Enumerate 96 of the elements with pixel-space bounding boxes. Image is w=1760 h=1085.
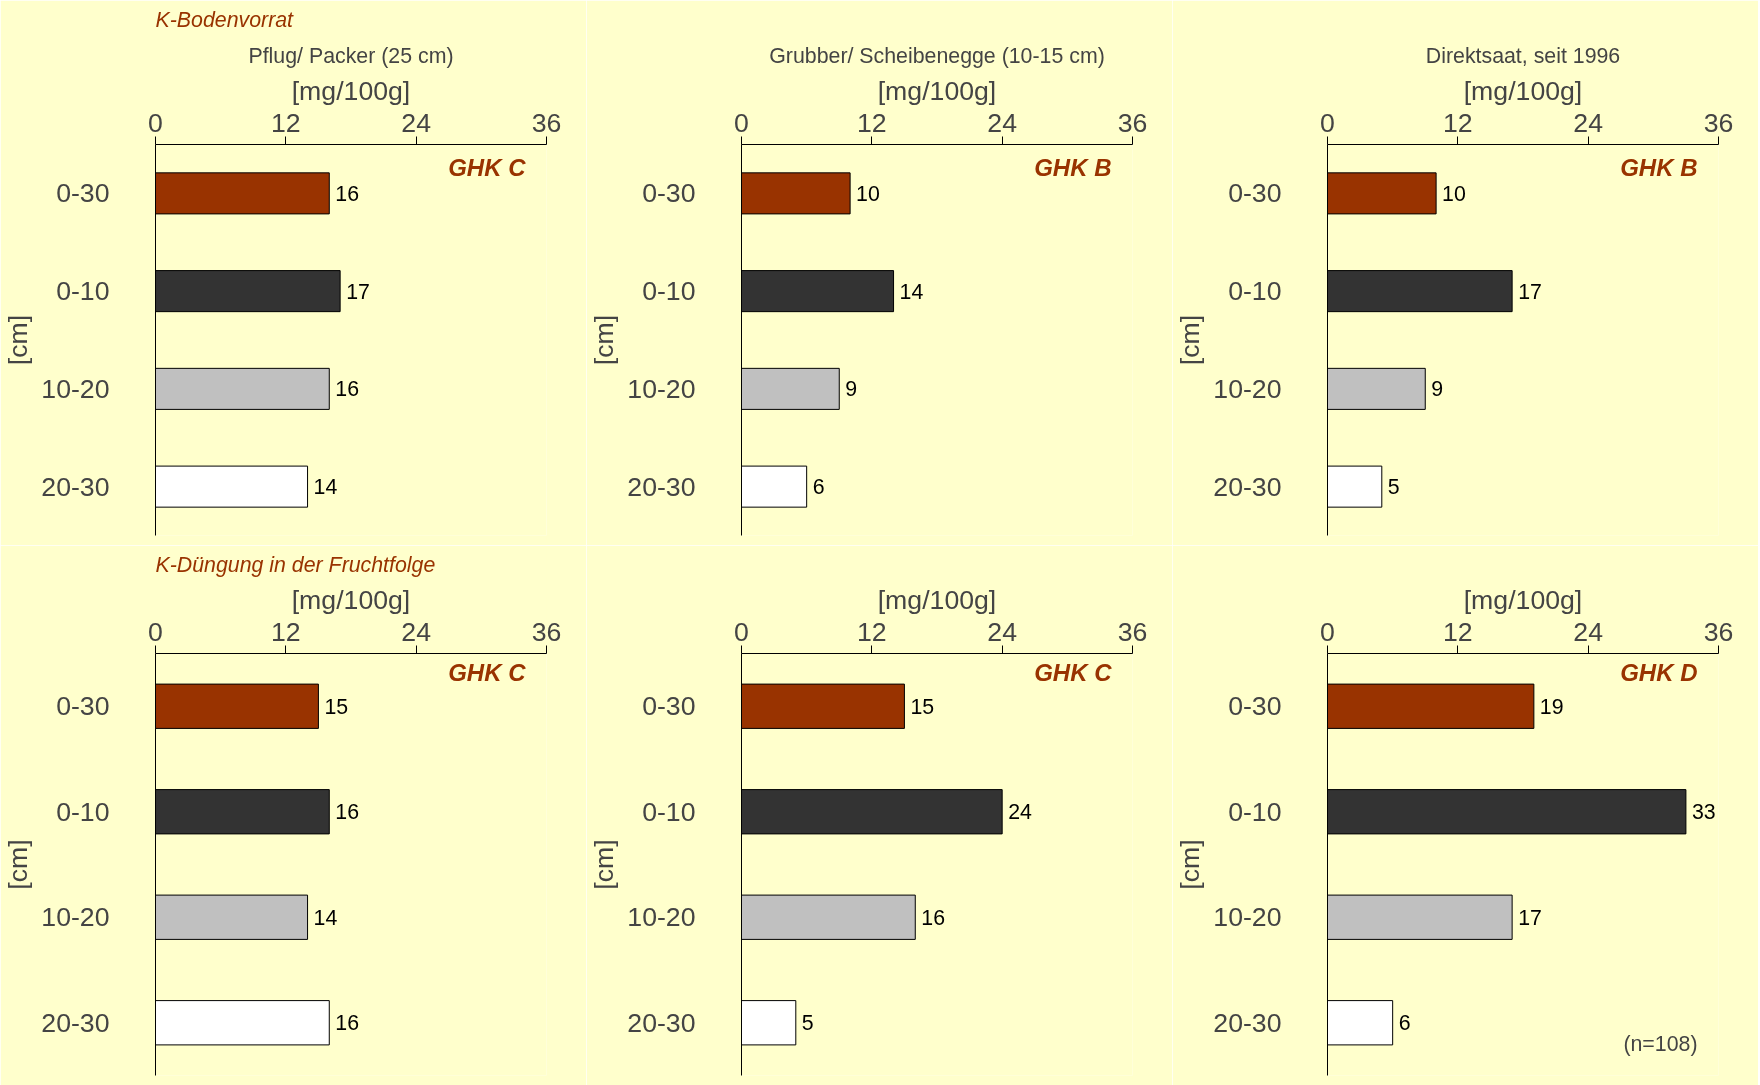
y-axis-title: [cm] [1175,314,1206,366]
data-label: 14 [899,279,924,304]
y-tick-label: 20-30 [1213,1007,1282,1038]
x-axis-title: [mg/100g] [877,75,997,106]
y-axis-title: [cm] [589,839,620,890]
data-label: 16 [335,800,360,825]
y-tick-label: 10-20 [41,373,110,404]
x-axis-title: [mg/100g] [877,584,997,615]
annotation: GHK C [1034,658,1113,686]
x-tick-label: 36 [1117,616,1148,647]
data-label: 6 [1398,1011,1411,1036]
data-label: 16 [335,1011,360,1036]
y-tick-label: 0-10 [1228,796,1282,827]
chart-title: Grubber/ Scheibenegge (10-15 cm) [769,43,1105,68]
data-label: 16 [921,905,946,930]
x-axis-title: [mg/100g] [1463,584,1583,615]
data-label: 16 [335,377,360,402]
chart-title: Direktsaat, seit 1996 [1425,43,1621,68]
annotation: GHK C [448,153,527,181]
data-label: 24 [1008,800,1033,825]
x-tick-label: 12 [1443,107,1473,138]
x-tick-label: 0 [734,107,749,138]
data-label: 9 [845,377,858,402]
chart-subtitle: K-Bodenvorrat [155,7,295,32]
x-tick-label: 12 [857,107,887,138]
y-tick-label: 20-30 [41,1007,110,1038]
y-tick-label: 0-30 [642,178,696,209]
y-axis-title: [cm] [3,839,34,890]
data-label: 17 [1518,279,1542,304]
data-label: 10 [856,181,880,206]
x-tick-label: 24 [987,616,1018,647]
y-tick-label: 10-20 [1213,902,1282,933]
x-axis-title: [mg/100g] [291,584,411,615]
y-tick-label: 10-20 [41,902,110,933]
y-tick-label: 0-10 [642,276,696,307]
data-label: 15 [324,694,349,719]
x-tick-label: 24 [1573,107,1604,138]
y-tick-label: 20-30 [627,1007,696,1038]
x-tick-label: 24 [987,107,1018,138]
y-tick-label: 0-30 [56,178,110,209]
x-tick-label: 24 [401,107,432,138]
data-label: 9 [1431,377,1444,402]
annotation: GHK B [1620,153,1698,181]
x-tick-label: 36 [1703,107,1734,138]
annotation: GHK B [1034,153,1112,181]
x-tick-label: 12 [1443,616,1473,647]
data-label: 15 [910,694,935,719]
data-label: 33 [1691,800,1716,825]
x-axis-title: [mg/100g] [291,75,411,106]
x-tick-label: 36 [531,616,562,647]
data-label: 5 [801,1011,814,1036]
y-axis-title: [cm] [589,314,620,366]
x-tick-label: 0 [734,616,749,647]
y-tick-label: 10-20 [627,902,696,933]
y-tick-label: 20-30 [1213,471,1282,502]
data-label: 16 [335,181,360,206]
y-axis-title: [cm] [3,314,34,366]
x-axis-title: [mg/100g] [1463,75,1583,106]
annotation: GHK D [1620,658,1698,686]
y-tick-label: 0-10 [56,796,110,827]
data-label: 17 [346,279,370,304]
y-tick-label: 10-20 [627,373,696,404]
y-tick-label: 0-10 [1228,276,1282,307]
x-tick-label: 36 [1117,107,1148,138]
x-tick-label: 36 [531,107,562,138]
data-label: 19 [1539,694,1564,719]
y-tick-label: 0-10 [642,796,696,827]
x-tick-label: 12 [271,616,301,647]
x-tick-label: 12 [271,107,301,138]
y-tick-label: 0-30 [56,691,110,722]
x-tick-label: 12 [857,616,887,647]
data-label: 6 [812,475,825,500]
x-tick-label: 0 [148,107,163,138]
y-tick-label: 10-20 [1213,373,1282,404]
x-tick-label: 36 [1703,616,1734,647]
chart-title: Pflug/ Packer (25 cm) [248,43,454,68]
x-tick-label: 24 [401,616,432,647]
annotation: (n=108) [1623,1031,1698,1056]
data-label: 5 [1387,475,1400,500]
data-label: 14 [313,905,338,930]
y-tick-label: 20-30 [41,471,110,502]
x-tick-label: 0 [1320,107,1335,138]
y-axis-title: [cm] [1175,839,1206,890]
y-tick-label: 20-30 [627,471,696,502]
annotation: GHK C [448,658,527,686]
y-tick-label: 0-30 [642,691,696,722]
chart-subtitle: K-Düngung in der Fruchtfolge [155,552,436,577]
y-tick-label: 0-10 [56,276,110,307]
x-tick-label: 24 [1573,616,1604,647]
y-tick-label: 0-30 [1228,178,1282,209]
x-tick-label: 0 [148,616,163,647]
data-label: 17 [1518,905,1542,930]
x-tick-label: 0 [1320,616,1335,647]
data-label: 10 [1442,181,1466,206]
data-label: 14 [313,475,338,500]
y-tick-label: 0-30 [1228,691,1282,722]
